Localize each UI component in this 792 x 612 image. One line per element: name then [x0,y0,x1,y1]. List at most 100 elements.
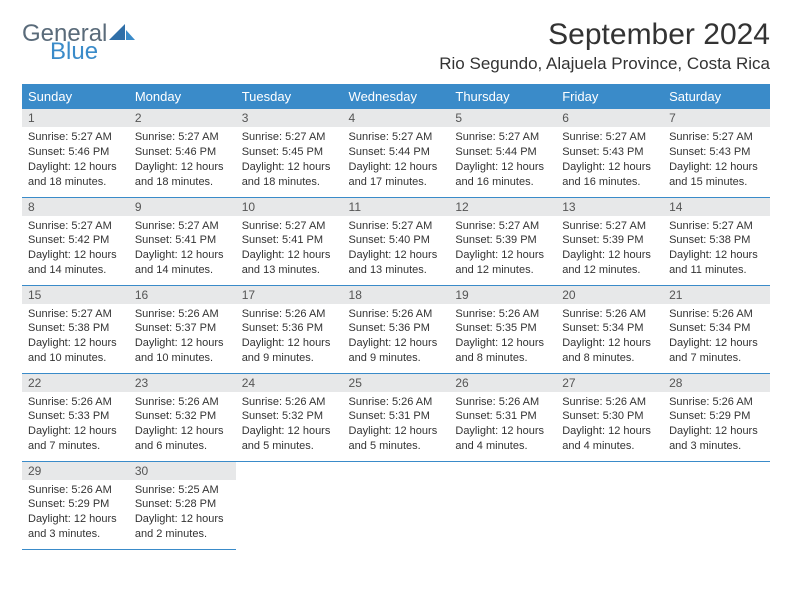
day-number: 22 [22,374,129,392]
daylight-line: Daylight: 12 hours and 12 minutes. [562,248,657,278]
day-body: Sunrise: 5:26 AMSunset: 5:29 PMDaylight:… [663,392,770,460]
sunrise-line: Sunrise: 5:27 AM [242,130,337,145]
day-body: Sunrise: 5:26 AMSunset: 5:35 PMDaylight:… [449,304,556,372]
sunrise-line: Sunrise: 5:26 AM [669,395,764,410]
day-number: 13 [556,198,663,216]
daylight-line: Daylight: 12 hours and 3 minutes. [669,424,764,454]
day-number: 26 [449,374,556,392]
calendar-day-cell: 15Sunrise: 5:27 AMSunset: 5:38 PMDayligh… [22,285,129,373]
day-body: Sunrise: 5:26 AMSunset: 5:29 PMDaylight:… [22,480,129,548]
calendar-week-row: 15Sunrise: 5:27 AMSunset: 5:38 PMDayligh… [22,285,770,373]
daylight-line: Daylight: 12 hours and 18 minutes. [28,160,123,190]
day-body: Sunrise: 5:26 AMSunset: 5:33 PMDaylight:… [22,392,129,460]
weekday-header: Thursday [449,84,556,109]
sunrise-line: Sunrise: 5:27 AM [135,219,230,234]
sunrise-line: Sunrise: 5:26 AM [242,395,337,410]
day-number: 15 [22,286,129,304]
sunset-line: Sunset: 5:31 PM [455,409,550,424]
day-body: Sunrise: 5:27 AMSunset: 5:46 PMDaylight:… [129,127,236,195]
day-body: Sunrise: 5:26 AMSunset: 5:36 PMDaylight:… [343,304,450,372]
day-number: 7 [663,109,770,127]
day-number: 24 [236,374,343,392]
daylight-line: Daylight: 12 hours and 10 minutes. [28,336,123,366]
calendar-day-cell: 5Sunrise: 5:27 AMSunset: 5:44 PMDaylight… [449,109,556,197]
sunrise-line: Sunrise: 5:27 AM [669,130,764,145]
sunrise-line: Sunrise: 5:26 AM [28,395,123,410]
calendar-day-cell: 9 Sunrise: 5:27 AMSunset: 5:41 PMDaylight… [129,197,236,285]
calendar-week-row: 8Sunrise: 5:27 AMSunset: 5:42 PMDaylight… [22,197,770,285]
daylight-line: Daylight: 12 hours and 9 minutes. [349,336,444,366]
sunrise-line: Sunrise: 5:27 AM [349,130,444,145]
daylight-line: Daylight: 12 hours and 8 minutes. [562,336,657,366]
daylight-line: Daylight: 12 hours and 14 minutes. [135,248,230,278]
day-body: Sunrise: 5:27 AMSunset: 5:42 PMDaylight:… [22,216,129,284]
weekday-header: Saturday [663,84,770,109]
sunrise-line: Sunrise: 5:26 AM [455,395,550,410]
day-number: 9 [129,198,236,216]
day-body: Sunrise: 5:27 AMSunset: 5:38 PMDaylight:… [663,216,770,284]
day-number: 6 [556,109,663,127]
calendar-day-cell: 30Sunrise: 5:25 AMSunset: 5:28 PMDayligh… [129,461,236,549]
calendar-body: 1Sunrise: 5:27 AMSunset: 5:46 PMDaylight… [22,109,770,549]
daylight-line: Daylight: 12 hours and 15 minutes. [669,160,764,190]
sunset-line: Sunset: 5:32 PM [242,409,337,424]
day-number: 25 [343,374,450,392]
day-number: 18 [343,286,450,304]
header: General Blue September 2024 Rio Segundo,… [22,18,770,74]
day-body: Sunrise: 5:26 AMSunset: 5:34 PMDaylight:… [556,304,663,372]
sunset-line: Sunset: 5:45 PM [242,145,337,160]
calendar-day-cell: 20Sunrise: 5:26 AMSunset: 5:34 PMDayligh… [556,285,663,373]
calendar-day-cell: 21Sunrise: 5:26 AMSunset: 5:34 PMDayligh… [663,285,770,373]
sunset-line: Sunset: 5:39 PM [562,233,657,248]
daylight-line: Daylight: 12 hours and 10 minutes. [135,336,230,366]
logo-text-blue: Blue [50,40,135,64]
day-body: Sunrise: 5:26 AMSunset: 5:31 PMDaylight:… [449,392,556,460]
day-number: 8 [22,198,129,216]
weekday-header: Monday [129,84,236,109]
day-body: Sunrise: 5:27 AMSunset: 5:44 PMDaylight:… [449,127,556,195]
month-title: September 2024 [439,18,770,52]
calendar-day-cell: 4Sunrise: 5:27 AMSunset: 5:44 PMDaylight… [343,109,450,197]
day-number: 28 [663,374,770,392]
sunrise-line: Sunrise: 5:27 AM [349,219,444,234]
sunrise-line: Sunrise: 5:27 AM [135,130,230,145]
sunset-line: Sunset: 5:32 PM [135,409,230,424]
calendar-week-row: 29Sunrise: 5:26 AMSunset: 5:29 PMDayligh… [22,461,770,549]
calendar-day-cell: 24Sunrise: 5:26 AMSunset: 5:32 PMDayligh… [236,373,343,461]
day-number: 27 [556,374,663,392]
weekday-header: Wednesday [343,84,450,109]
sunset-line: Sunset: 5:38 PM [669,233,764,248]
sunrise-line: Sunrise: 5:27 AM [28,130,123,145]
day-body: Sunrise: 5:27 AMSunset: 5:40 PMDaylight:… [343,216,450,284]
weekday-header: Friday [556,84,663,109]
daylight-line: Daylight: 12 hours and 11 minutes. [669,248,764,278]
calendar-week-row: 22Sunrise: 5:26 AMSunset: 5:33 PMDayligh… [22,373,770,461]
title-block: September 2024 Rio Segundo, Alajuela Pro… [439,18,770,74]
day-body: Sunrise: 5:26 AMSunset: 5:36 PMDaylight:… [236,304,343,372]
day-number: 29 [22,462,129,480]
sunset-line: Sunset: 5:41 PM [135,233,230,248]
sunset-line: Sunset: 5:29 PM [669,409,764,424]
daylight-line: Daylight: 12 hours and 2 minutes. [135,512,230,542]
day-body: Sunrise: 5:27 AMSunset: 5:45 PMDaylight:… [236,127,343,195]
day-number: 20 [556,286,663,304]
day-body: Sunrise: 5:27 AMSunset: 5:39 PMDaylight:… [449,216,556,284]
day-body: Sunrise: 5:27 AMSunset: 5:41 PMDaylight:… [236,216,343,284]
sunrise-line: Sunrise: 5:27 AM [242,219,337,234]
day-body: Sunrise: 5:27 AMSunset: 5:39 PMDaylight:… [556,216,663,284]
sunset-line: Sunset: 5:36 PM [242,321,337,336]
daylight-line: Daylight: 12 hours and 5 minutes. [349,424,444,454]
day-number: 2 [129,109,236,127]
day-number: 4 [343,109,450,127]
sunset-line: Sunset: 5:28 PM [135,497,230,512]
sunset-line: Sunset: 5:34 PM [562,321,657,336]
calendar-day-cell [236,461,343,549]
daylight-line: Daylight: 12 hours and 17 minutes. [349,160,444,190]
calendar-day-cell: 22Sunrise: 5:26 AMSunset: 5:33 PMDayligh… [22,373,129,461]
sunset-line: Sunset: 5:29 PM [28,497,123,512]
sunset-line: Sunset: 5:41 PM [242,233,337,248]
daylight-line: Daylight: 12 hours and 18 minutes. [135,160,230,190]
day-body: Sunrise: 5:26 AMSunset: 5:37 PMDaylight:… [129,304,236,372]
sunset-line: Sunset: 5:31 PM [349,409,444,424]
sunrise-line: Sunrise: 5:26 AM [562,307,657,322]
